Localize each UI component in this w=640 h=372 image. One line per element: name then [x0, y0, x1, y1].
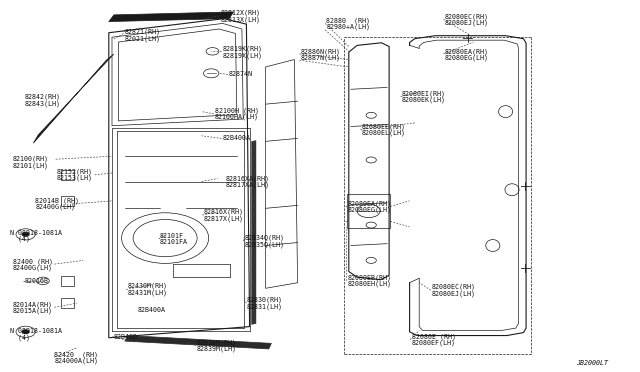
Text: 82080EI(RH): 82080EI(RH): [402, 90, 446, 97]
Text: 82080EA(RH): 82080EA(RH): [348, 200, 392, 207]
Text: 82843(LH): 82843(LH): [24, 100, 60, 107]
Text: 82835Q(LH): 82835Q(LH): [245, 241, 285, 248]
Text: 82887N(LH): 82887N(LH): [301, 54, 340, 61]
Text: 82152(RH): 82152(RH): [56, 169, 92, 175]
Text: 82080EF(LH): 82080EF(LH): [412, 340, 456, 346]
Text: N 08918-1081A: N 08918-1081A: [10, 328, 61, 334]
Text: 82080EH(LH): 82080EH(LH): [348, 281, 392, 288]
Text: (4): (4): [10, 334, 29, 341]
Text: 82016B: 82016B: [24, 278, 49, 284]
Text: 82842(RH): 82842(RH): [24, 93, 60, 100]
Text: 82B400A: 82B400A: [223, 135, 251, 141]
Text: 82819K(RH): 82819K(RH): [223, 46, 262, 52]
Text: 82400 (RH): 82400 (RH): [13, 259, 52, 265]
Text: 82819X(LH): 82819X(LH): [223, 52, 262, 59]
Text: 82B40D: 82B40D: [114, 334, 138, 340]
Text: 82021(LH): 82021(LH): [125, 36, 161, 42]
Text: 82015A(LH): 82015A(LH): [13, 307, 52, 314]
Text: 82100HA(LH): 82100HA(LH): [215, 114, 259, 121]
Text: 82816X(RH): 82816X(RH): [204, 209, 244, 215]
Polygon shape: [109, 12, 234, 22]
Text: 82831(LH): 82831(LH): [246, 303, 282, 310]
Text: 82014A(RH): 82014A(RH): [13, 301, 52, 308]
Text: 82080EL(LH): 82080EL(LH): [362, 129, 406, 136]
Text: 82821(RH): 82821(RH): [125, 28, 161, 35]
Text: 82420  (RH): 82420 (RH): [54, 351, 99, 358]
Text: 82101(LH): 82101(LH): [13, 162, 49, 169]
Text: 82812X(RH): 82812X(RH): [221, 10, 261, 16]
Text: 82101F: 82101F: [160, 233, 184, 239]
Text: N 08918-1081A: N 08918-1081A: [10, 230, 61, 235]
Text: 82100(RH): 82100(RH): [13, 156, 49, 163]
Text: 82886N(RH): 82886N(RH): [301, 48, 340, 55]
Text: 82813X(LH): 82813X(LH): [221, 16, 261, 23]
Text: 82830(RH): 82830(RH): [246, 297, 282, 304]
Text: 824000A(LH): 824000A(LH): [54, 357, 99, 364]
Text: 82080EG(LH): 82080EG(LH): [445, 54, 489, 61]
Text: 82080EG(LH): 82080EG(LH): [348, 206, 392, 213]
Text: 82880  (RH): 82880 (RH): [326, 17, 371, 24]
Text: 82080EA(RH): 82080EA(RH): [445, 48, 489, 55]
Text: 82430M(RH): 82430M(RH): [128, 283, 168, 289]
Polygon shape: [252, 141, 256, 324]
Text: 82834Q(RH): 82834Q(RH): [245, 235, 285, 241]
Text: 82080EK(LH): 82080EK(LH): [402, 97, 446, 103]
Text: 82B400A: 82B400A: [138, 307, 166, 312]
Text: 82014B (RH): 82014B (RH): [35, 198, 79, 204]
Text: 82400G(LH): 82400G(LH): [13, 265, 52, 272]
Text: 82838M(RH): 82838M(RH): [197, 340, 237, 346]
Text: JB2000LT: JB2000LT: [576, 360, 608, 366]
Text: 82839M(LH): 82839M(LH): [197, 346, 237, 352]
Text: 82980+A(LH): 82980+A(LH): [326, 23, 371, 30]
Circle shape: [22, 330, 29, 334]
Text: (4): (4): [10, 235, 29, 242]
Text: 82817XA(LH): 82817XA(LH): [225, 182, 269, 188]
Text: 82080EJ(LH): 82080EJ(LH): [432, 290, 476, 297]
Text: 82080EC(RH): 82080EC(RH): [445, 13, 489, 20]
Circle shape: [22, 232, 29, 237]
Text: 82080E (RH): 82080E (RH): [412, 333, 456, 340]
Text: 82100H (RH): 82100H (RH): [215, 108, 259, 114]
Text: 82431M(LH): 82431M(LH): [128, 289, 168, 296]
Text: 82080EE(RH): 82080EE(RH): [362, 123, 406, 130]
Text: 82101FA: 82101FA: [160, 239, 188, 245]
Text: 82080EJ(LH): 82080EJ(LH): [445, 20, 489, 26]
Text: 82080EB(RH): 82080EB(RH): [348, 275, 392, 281]
Polygon shape: [33, 54, 114, 143]
Polygon shape: [125, 336, 271, 349]
Text: 82153(LH): 82153(LH): [56, 175, 92, 182]
Text: 82874N: 82874N: [229, 71, 253, 77]
Text: 82816XA(RH): 82816XA(RH): [225, 175, 269, 182]
Text: 82400G(LH): 82400G(LH): [35, 204, 76, 211]
Text: 82080EC(RH): 82080EC(RH): [432, 284, 476, 291]
Text: 82817X(LH): 82817X(LH): [204, 215, 244, 222]
